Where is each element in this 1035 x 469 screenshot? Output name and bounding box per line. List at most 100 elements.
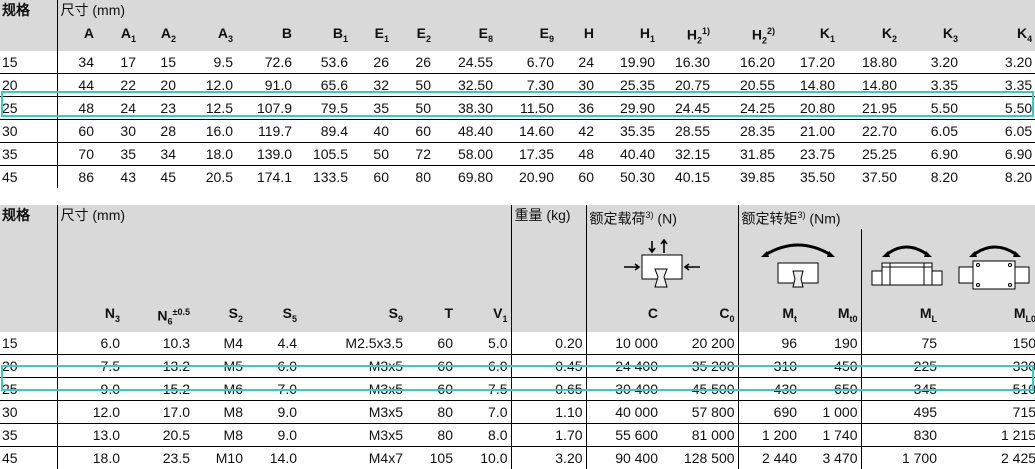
value-cell: 6.05 bbox=[961, 119, 1035, 144]
table-row: 15 6.0 10.3 M4 4.4 M2.5x3.5 60 5.0 0.20 10 000 20 … bbox=[0, 332, 1035, 356]
value-cell: 42 bbox=[557, 119, 597, 144]
value-cell: 40.15 bbox=[674, 169, 710, 186]
value-cell: 40 bbox=[351, 119, 392, 144]
value-cell: 32 bbox=[351, 73, 392, 98]
value-cell: 39.85 bbox=[739, 169, 775, 186]
table-row: 45 86 43 45 20.5 174.1 133.5 60 80 69.80 20.90 60 50… bbox=[0, 165, 1035, 189]
value-cell: 690 bbox=[737, 400, 801, 425]
column-header: S2 bbox=[193, 300, 246, 333]
value-cell: 133.5 bbox=[312, 169, 348, 186]
value-cell: 330 bbox=[940, 354, 1035, 379]
value-cell: 24 bbox=[557, 51, 597, 75]
column-header: ML0 bbox=[940, 300, 1035, 333]
value-cell: 79.5 bbox=[295, 96, 351, 121]
value-cell: 310 bbox=[737, 354, 801, 379]
value-cell: 6.0 bbox=[246, 354, 300, 379]
value-cell: 6.90 bbox=[961, 142, 1035, 167]
value-cell: 65.6 bbox=[295, 73, 351, 98]
column-header: S5 bbox=[246, 300, 300, 333]
value-cell: 107.9 bbox=[236, 96, 295, 121]
value-cell: 430 bbox=[737, 377, 801, 402]
value-cell: 3.35 bbox=[961, 73, 1035, 98]
column-header: A3 bbox=[179, 20, 236, 52]
value-cell: 48 bbox=[57, 96, 97, 121]
value-cell: 225 bbox=[860, 354, 941, 379]
column-header: H21) bbox=[658, 20, 713, 52]
value-cell: 174.1 bbox=[256, 169, 292, 186]
value-cell: 5.0 bbox=[456, 332, 512, 356]
value-cell: 38.30 bbox=[434, 96, 496, 121]
column-header: E1 bbox=[351, 20, 392, 52]
value-cell: 8.0 bbox=[456, 423, 512, 448]
value-cell: 17.0 bbox=[123, 400, 193, 425]
value-cell: 14.60 bbox=[496, 119, 557, 144]
value-cell: 24.25 bbox=[713, 96, 778, 121]
value-cell: 25.35 bbox=[597, 73, 658, 98]
value-cell: 105 bbox=[429, 450, 453, 467]
size-header: 规格 bbox=[0, 205, 58, 229]
value-cell: 21.00 bbox=[778, 119, 838, 144]
value-cell: 69.80 bbox=[457, 169, 493, 186]
value-cell: M3x5 bbox=[300, 377, 406, 402]
table-row: 25 48 24 23 12.5 107.9 79.5 35 50 38.30 11.50 36 29.… bbox=[0, 96, 1035, 121]
value-cell: 7.0 bbox=[456, 400, 512, 425]
value-cell: 35 bbox=[351, 96, 392, 121]
value-cell: 1 215 bbox=[940, 423, 1035, 448]
value-cell: 16.20 bbox=[713, 51, 778, 75]
table-row: 20 44 22 20 12.0 91.0 65.6 32 50 32.50 7.30 30 25.35… bbox=[0, 73, 1035, 98]
value-cell: 510 bbox=[940, 377, 1035, 402]
value-cell: 1 200 bbox=[737, 423, 801, 448]
value-cell: 24.55 bbox=[434, 51, 496, 75]
column-header: C bbox=[585, 300, 662, 333]
value-cell: M10 bbox=[215, 450, 243, 467]
value-cell: 6.0 bbox=[57, 332, 123, 356]
column-header: E2 bbox=[392, 20, 434, 52]
value-cell: 139.0 bbox=[236, 142, 295, 167]
value-cell: 96 bbox=[737, 332, 801, 356]
value-cell: 72.6 bbox=[236, 51, 295, 75]
value-cell: 14.0 bbox=[269, 450, 297, 467]
value-cell: M8 bbox=[193, 400, 246, 425]
size-cell: 35 bbox=[0, 142, 58, 167]
value-cell: 18.0 bbox=[179, 142, 236, 167]
value-cell: 26 bbox=[351, 51, 392, 75]
value-cell: 7.5 bbox=[456, 377, 512, 402]
value-cell: 50.30 bbox=[619, 169, 655, 186]
size-cell: 30 bbox=[0, 400, 58, 425]
column-header: ML bbox=[860, 300, 941, 333]
value-cell: 44 bbox=[57, 73, 97, 98]
value-cell: 30 400 bbox=[585, 377, 662, 402]
value-cell: 17.35 bbox=[496, 142, 557, 167]
value-cell: 6.70 bbox=[496, 51, 557, 75]
value-cell: 0.20 bbox=[510, 332, 587, 356]
column-header: A bbox=[57, 20, 97, 52]
table-row: 15 34 17 15 9.5 72.6 53.6 26 26 24.55 6.70 24 19.90 1… bbox=[0, 51, 1035, 75]
size-cell: 20 bbox=[0, 73, 58, 98]
value-cell: 3.20 bbox=[510, 446, 587, 469]
value-cell: 128 500 bbox=[683, 450, 735, 467]
value-cell: 20.5 bbox=[123, 423, 193, 448]
value-cell: 15.2 bbox=[123, 377, 193, 402]
column-header: K4 bbox=[961, 20, 1035, 52]
value-cell: 31.85 bbox=[713, 142, 778, 167]
value-cell: 35 200 bbox=[661, 354, 739, 379]
value-cell: 53.6 bbox=[295, 51, 351, 75]
value-cell: 28 bbox=[139, 119, 179, 144]
value-cell: 45 500 bbox=[661, 377, 739, 402]
value-cell: 20.90 bbox=[518, 169, 554, 186]
size-cell: 45 bbox=[0, 446, 58, 469]
value-cell: 450 bbox=[800, 354, 862, 379]
value-cell: 650 bbox=[800, 377, 862, 402]
value-cell: 20 bbox=[139, 73, 179, 98]
value-cell: 2 440 bbox=[737, 446, 801, 469]
value-cell: 7.5 bbox=[57, 354, 123, 379]
value-cell: 3.20 bbox=[961, 51, 1035, 75]
value-cell: 40.40 bbox=[597, 142, 658, 167]
value-cell: 22 bbox=[97, 73, 139, 98]
table-row: 35 70 35 34 18.0 139.0 105.5 50 72 58.00 17.35 48 40… bbox=[0, 142, 1035, 167]
value-cell: M4x7 bbox=[368, 450, 403, 467]
value-cell: 19.90 bbox=[597, 51, 658, 75]
load-header: 额定载荷3) (N) bbox=[585, 205, 739, 229]
value-cell: 50 bbox=[392, 73, 434, 98]
value-cell: 13.0 bbox=[57, 423, 123, 448]
